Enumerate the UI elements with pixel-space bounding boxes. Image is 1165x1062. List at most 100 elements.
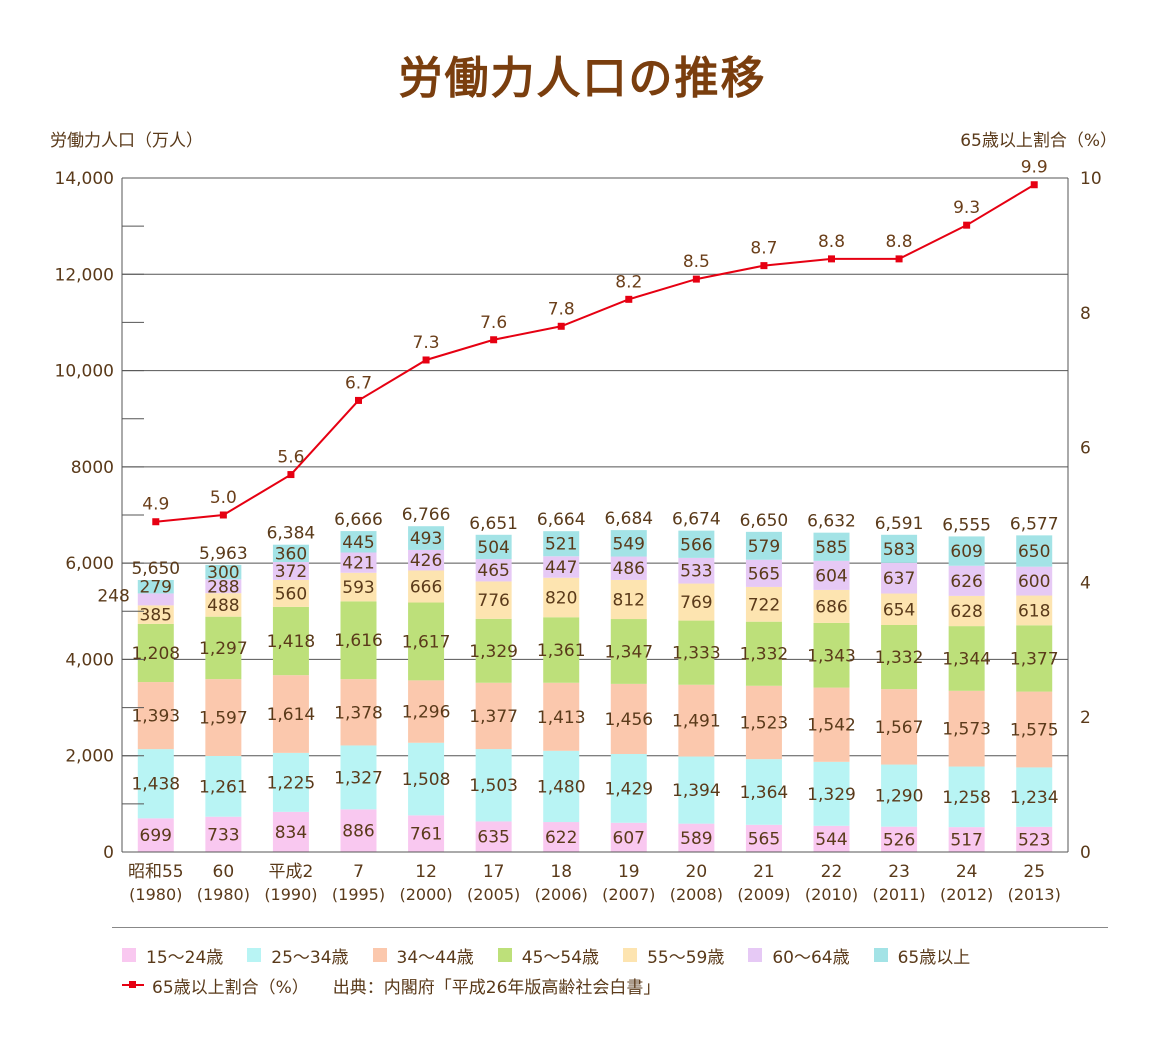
bar-segment-label: 609 <box>950 542 982 562</box>
x-tick-label: 24 <box>956 862 978 882</box>
bar-segment-label: 1,617 <box>402 632 451 652</box>
bar-segment-label: 445 <box>342 533 374 553</box>
ratio-point-label: 4.9 <box>142 495 169 515</box>
bar-segment <box>678 530 715 558</box>
bar-segment-label: 628 <box>950 602 982 622</box>
bar-segment-label: 1,290 <box>875 787 924 807</box>
bar-segment-label: 1,503 <box>469 776 518 796</box>
bar-segment-label: 812 <box>613 590 645 610</box>
bar-segment-label: 488 <box>207 596 239 616</box>
bar-segment-label: 654 <box>883 600 915 620</box>
y2-tick-label: 10 <box>1080 169 1102 189</box>
ratio-point <box>490 336 498 344</box>
bar-segment-label: 834 <box>275 823 307 843</box>
bar-segment <box>610 822 647 852</box>
bar-segment-label: 372 <box>275 562 307 582</box>
bar-segment-label: 1,327 <box>334 768 383 788</box>
bar-segment-label: 1,429 <box>604 779 653 799</box>
bar-segment <box>408 570 445 603</box>
bar-segment <box>475 581 512 619</box>
x-tick-sublabel: (2009) <box>737 885 790 904</box>
bar-segment <box>948 536 985 566</box>
bar-segment <box>745 531 782 560</box>
bar-segment-label: 1,332 <box>875 648 924 668</box>
bar-segment-label: 421 <box>342 554 374 574</box>
bar-segment-label: 544 <box>815 830 847 850</box>
bar-segment <box>881 625 918 690</box>
x-tick-label: 7 <box>353 862 364 882</box>
bar-segment-label: 820 <box>545 589 577 609</box>
bar-segment <box>881 689 918 765</box>
bar-segment <box>678 684 715 757</box>
y2-tick-label: 8 <box>1080 304 1091 324</box>
ratio-point <box>895 255 903 263</box>
chart-title: 労働力人口の推移 <box>398 53 767 104</box>
bar-segment <box>745 559 782 587</box>
bar-segment <box>1016 625 1053 692</box>
bar-segment-label: 504 <box>477 538 509 558</box>
x-tick-label: 25 <box>1023 862 1045 882</box>
bar-segment <box>408 549 445 571</box>
bar-segment-label: 493 <box>410 529 442 549</box>
bar-segment-label: 360 <box>275 544 307 564</box>
bar-segment <box>881 534 918 563</box>
bar-total-label: 5,650 <box>131 559 180 579</box>
legend-item: 15～24歳 <box>122 943 223 968</box>
x-tick-sublabel: (2005) <box>467 885 520 904</box>
bar-segment <box>543 531 580 557</box>
legend-row-series: 15～24歳 25～34歳 34～44歳 45～54歳 55～59歳 60～64歳 65歳以… <box>122 940 1112 970</box>
bar-segment <box>408 680 445 743</box>
bar-segment-label: 600 <box>1018 572 1050 592</box>
ratio-line <box>152 181 1038 526</box>
bar-segment <box>137 623 174 683</box>
x-tick-sublabel: (2010) <box>805 885 858 904</box>
bar-total-label: 6,664 <box>537 510 586 530</box>
bar-segment-label: 288 <box>207 577 239 597</box>
legend-label: 34～44歳 <box>396 947 474 968</box>
bar-segment <box>948 827 985 852</box>
bar-segment <box>813 589 850 623</box>
stacked-bars <box>137 526 1053 852</box>
bar-segment <box>1016 535 1053 567</box>
bar-segment <box>340 745 377 810</box>
bar-segment <box>948 626 985 691</box>
bar-segment <box>1016 826 1053 852</box>
bar-segment-label: 1,377 <box>1010 649 1059 669</box>
legend-swatch <box>372 948 387 962</box>
bar-segment-label: 686 <box>815 597 847 617</box>
legend-label: 25～34歳 <box>271 947 349 968</box>
bar-segment <box>272 811 309 852</box>
bar-segment <box>475 534 512 560</box>
bar-segment <box>475 618 512 683</box>
bar-total-label: 6,650 <box>740 511 789 531</box>
ratio-point-label: 9.3 <box>953 198 980 218</box>
y2-tick-label: 4 <box>1080 573 1091 593</box>
ratio-point-label: 5.0 <box>210 488 237 508</box>
bar-segment <box>137 593 174 606</box>
bar-total-label: 6,684 <box>604 509 653 529</box>
bar-segment <box>881 562 918 594</box>
bar-segment-label: 517 <box>950 831 982 851</box>
bar-segment <box>408 815 445 852</box>
bar-segment-label: 447 <box>545 558 577 578</box>
bar-segment <box>205 679 242 757</box>
bar-segment <box>543 750 580 823</box>
ratio-point-label: 5.6 <box>277 448 304 468</box>
x-tick-sublabel: (2011) <box>872 885 925 904</box>
x-tick-sublabel: (1995) <box>332 885 385 904</box>
x-tick-label: 23 <box>888 862 910 882</box>
bar-segment-label: 761 <box>410 825 442 845</box>
bar-segment <box>340 679 377 746</box>
legend: 15～24歳 25～34歳 34～44歳 45～54歳 55～59歳 60～64歳 65歳以… <box>122 940 1112 1000</box>
ratio-point-label: 8.2 <box>615 272 642 292</box>
bar-segment-label: 1,329 <box>807 785 856 805</box>
bar-segment <box>543 577 580 618</box>
x-tick-sublabel: (2008) <box>670 885 723 904</box>
bar-segment <box>272 675 309 753</box>
bar-segment <box>475 682 512 750</box>
bar-segment-label: 1,542 <box>807 716 856 736</box>
bar-segment <box>272 579 309 607</box>
bar-segment <box>137 682 174 750</box>
x-tick-sublabel: (1980) <box>197 885 250 904</box>
bar-segment-label: 560 <box>275 584 307 604</box>
